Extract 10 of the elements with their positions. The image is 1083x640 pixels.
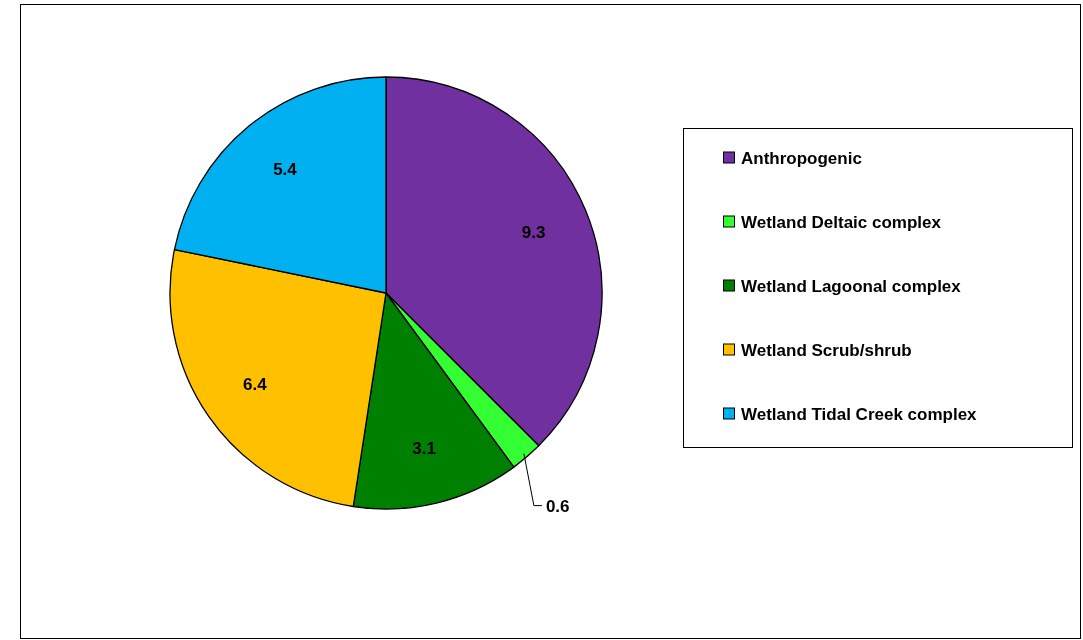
data-label: 6.4 [242,375,268,395]
data-label: 9.3 [521,222,546,242]
legend-label: Wetland Tidal Creek complex [741,404,978,424]
data-label: 3.1 [412,439,436,459]
legend-label: Wetland Deltaic complex [741,212,942,232]
legend-label: Anthropogenic [741,148,862,168]
data-label: 5.4 [273,160,298,180]
legend-label: Wetland Lagoonal complex [741,276,962,296]
legend-label: Wetland Scrub/shrub [741,340,912,360]
data-label: 0.6 [545,496,570,516]
